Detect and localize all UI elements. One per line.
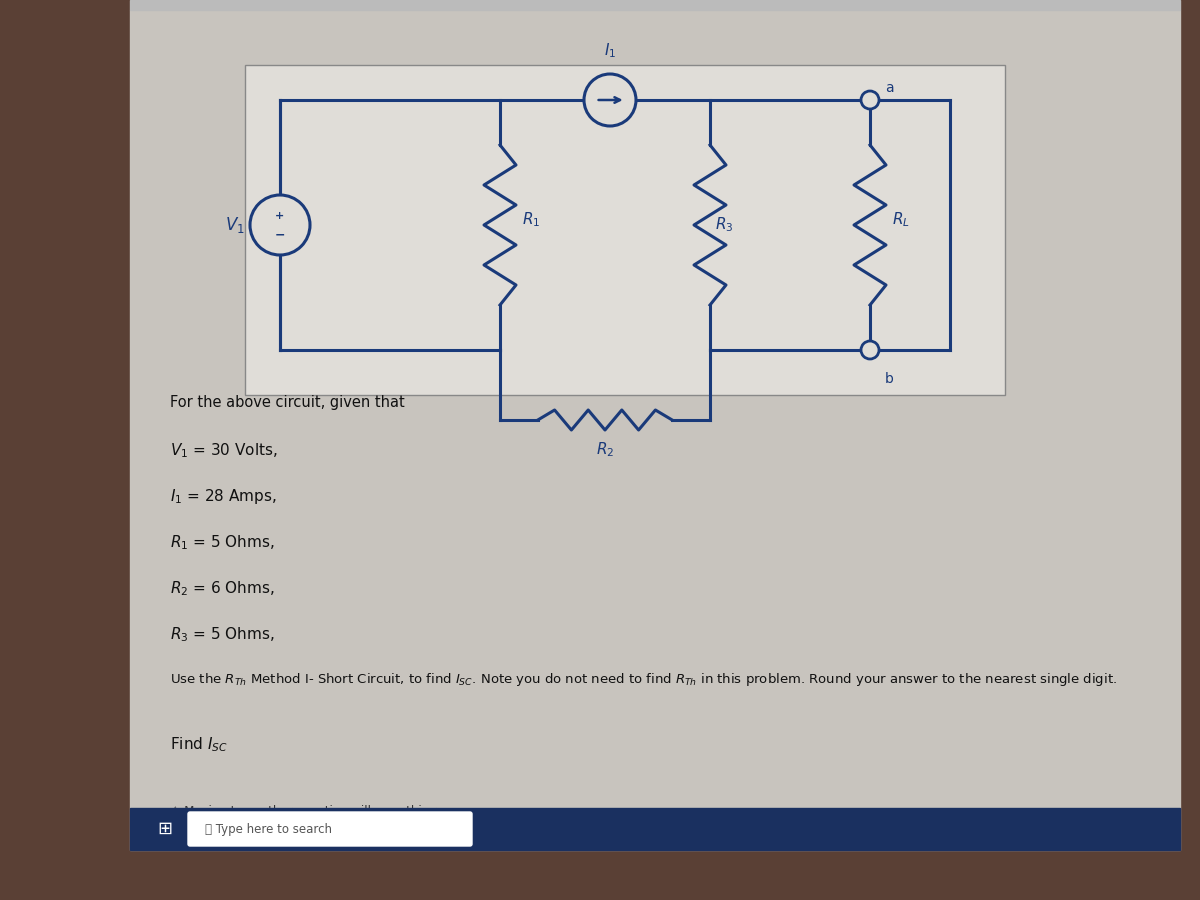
Circle shape (860, 341, 878, 359)
Text: For the above circuit, given that: For the above circuit, given that (170, 395, 404, 410)
Text: $R_2$ = 6 Ohms,: $R_2$ = 6 Ohms, (170, 579, 275, 598)
FancyBboxPatch shape (188, 812, 472, 846)
Text: Use the $R_{Th}$ Method I- Short Circuit, to find $I_{SC}$. Note you do not need: Use the $R_{Th}$ Method I- Short Circuit… (170, 671, 1117, 688)
Text: $R_3$: $R_3$ (715, 216, 733, 234)
Text: −: − (275, 229, 286, 241)
Text: $R_1$ = 5 Ohms,: $R_1$ = 5 Ohms, (170, 533, 275, 552)
FancyBboxPatch shape (130, 10, 1180, 850)
Text: $I_1$: $I_1$ (604, 41, 616, 60)
Circle shape (584, 74, 636, 126)
Text: 🔍 Type here to search: 🔍 Type here to search (205, 823, 332, 835)
Text: $R_1$: $R_1$ (522, 211, 540, 230)
Circle shape (860, 91, 878, 109)
Text: $V_1$: $V_1$ (226, 215, 245, 235)
Text: ⊞: ⊞ (157, 820, 173, 838)
Text: +: + (275, 211, 284, 221)
FancyBboxPatch shape (245, 65, 1006, 395)
Text: $V_1$ = 30 Volts,: $V_1$ = 30 Volts, (170, 441, 277, 460)
Bar (130, 0, 1180, 10)
Text: Find $I_{SC}$: Find $I_{SC}$ (170, 735, 228, 754)
Text: b: b (886, 372, 894, 386)
Bar (130, 808, 1180, 850)
Text: $R_L$: $R_L$ (892, 211, 910, 230)
Text: $R_3$ = 5 Ohms,: $R_3$ = 5 Ohms, (170, 625, 275, 643)
Text: a: a (886, 81, 894, 95)
Text: ⚠ Moving to another question will save this response.: ⚠ Moving to another question will save t… (170, 806, 490, 818)
Text: $R_2$: $R_2$ (596, 440, 614, 459)
Circle shape (250, 195, 310, 255)
Text: $I_1$ = 28 Amps,: $I_1$ = 28 Amps, (170, 487, 277, 506)
